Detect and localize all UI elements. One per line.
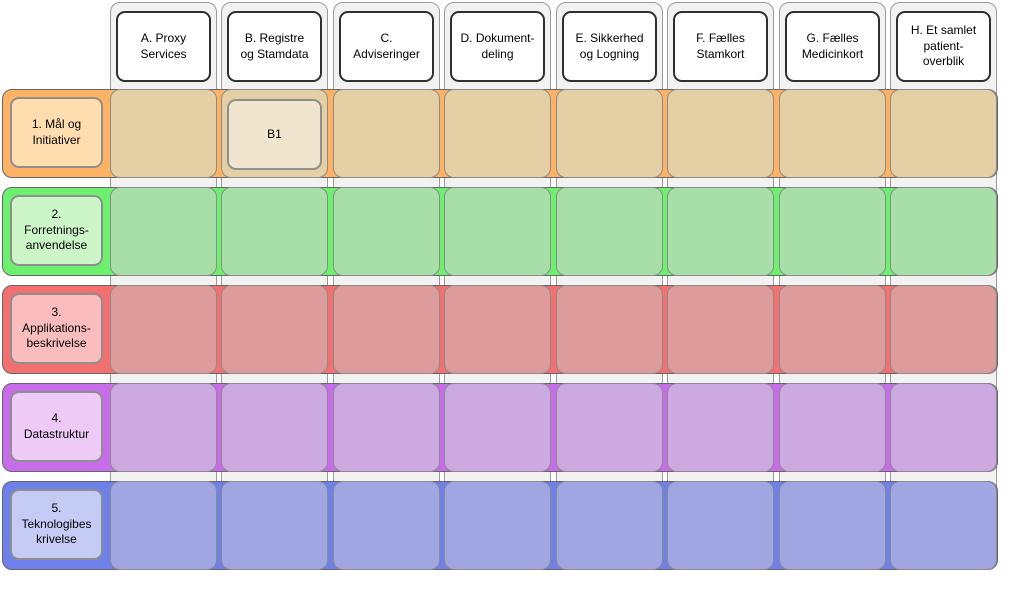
column-header-b-label: B. Registre og Stamdata bbox=[240, 30, 309, 61]
matrix-cell-h1[interactable] bbox=[890, 89, 997, 178]
column-header-e[interactable]: E. Sikkerhed og Logning bbox=[562, 11, 657, 82]
matrix-cell-e4[interactable] bbox=[556, 383, 663, 472]
matrix-cell-g1[interactable] bbox=[779, 89, 886, 178]
matrix-cell-a5[interactable] bbox=[110, 481, 217, 570]
matrix-cell-b5[interactable] bbox=[221, 481, 328, 570]
matrix-cell-f1[interactable] bbox=[667, 89, 774, 178]
matrix-cell-g2[interactable] bbox=[779, 187, 886, 276]
row-header-1[interactable]: 1. Mål og Initiativer bbox=[10, 97, 103, 168]
column-header-f[interactable]: F. Fælles Stamkort bbox=[673, 11, 768, 82]
matrix-cell-a3[interactable] bbox=[110, 285, 217, 374]
matrix-cell-d4[interactable] bbox=[444, 383, 551, 472]
matrix-cell-d5[interactable] bbox=[444, 481, 551, 570]
row-header-4[interactable]: 4. Datastruktur bbox=[10, 391, 103, 462]
column-header-a[interactable]: A. Proxy Services bbox=[116, 11, 211, 82]
row-header-5-label: 5. Teknologibes krivelse bbox=[21, 501, 92, 547]
column-header-d-label: D. Dokument- deling bbox=[460, 30, 535, 61]
matrix-cell-f2[interactable] bbox=[667, 187, 774, 276]
column-header-c-label: C. Adviseringer bbox=[353, 30, 420, 61]
column-header-c[interactable]: C. Adviseringer bbox=[339, 11, 434, 82]
cell-b1-label: B1 bbox=[267, 126, 282, 141]
column-header-h-label: H. Et samlet patient- overblik bbox=[910, 23, 977, 69]
matrix-cell-b2[interactable] bbox=[221, 187, 328, 276]
row-header-5[interactable]: 5. Teknologibes krivelse bbox=[10, 489, 103, 560]
matrix-cell-a2[interactable] bbox=[110, 187, 217, 276]
row-header-1-label: 1. Mål og Initiativer bbox=[31, 116, 82, 147]
column-header-g-label: G. Fælles Medicinkort bbox=[801, 30, 864, 61]
matrix-cell-c3[interactable] bbox=[333, 285, 440, 374]
matrix-cell-f3[interactable] bbox=[667, 285, 774, 374]
matrix-cell-f4[interactable] bbox=[667, 383, 774, 472]
matrix-cell-a1[interactable] bbox=[110, 89, 217, 178]
row-header-2-label: 2. Forretnings- anvendelse bbox=[24, 207, 89, 253]
column-header-d[interactable]: D. Dokument- deling bbox=[450, 11, 545, 82]
matrix-cell-a4[interactable] bbox=[110, 383, 217, 472]
cell-b1[interactable]: B1 bbox=[227, 99, 322, 170]
column-header-b[interactable]: B. Registre og Stamdata bbox=[227, 11, 322, 82]
matrix-cell-g3[interactable] bbox=[779, 285, 886, 374]
matrix-cell-h4[interactable] bbox=[890, 383, 997, 472]
matrix-cell-e5[interactable] bbox=[556, 481, 663, 570]
matrix-cell-e2[interactable] bbox=[556, 187, 663, 276]
matrix-cell-d2[interactable] bbox=[444, 187, 551, 276]
matrix-cell-g5[interactable] bbox=[779, 481, 886, 570]
matrix-cell-h2[interactable] bbox=[890, 187, 997, 276]
matrix-cell-c2[interactable] bbox=[333, 187, 440, 276]
matrix-cell-f5[interactable] bbox=[667, 481, 774, 570]
row-header-4-label: 4. Datastruktur bbox=[23, 410, 90, 441]
row-header-2[interactable]: 2. Forretnings- anvendelse bbox=[10, 195, 103, 266]
matrix-cell-b4[interactable] bbox=[221, 383, 328, 472]
matrix-cell-b3[interactable] bbox=[221, 285, 328, 374]
matrix-cell-c4[interactable] bbox=[333, 383, 440, 472]
matrix-cell-c1[interactable] bbox=[333, 89, 440, 178]
matrix-cell-g4[interactable] bbox=[779, 383, 886, 472]
column-header-f-label: F. Fælles Stamkort bbox=[696, 30, 745, 61]
row-header-3[interactable]: 3. Applikations- beskrivelse bbox=[10, 293, 103, 364]
column-header-g[interactable]: G. Fælles Medicinkort bbox=[785, 11, 880, 82]
row-header-3-label: 3. Applikations- beskrivelse bbox=[22, 305, 91, 351]
matrix-cell-h3[interactable] bbox=[890, 285, 997, 374]
column-header-h[interactable]: H. Et samlet patient- overblik bbox=[896, 11, 991, 82]
matrix-cell-e3[interactable] bbox=[556, 285, 663, 374]
matrix-cell-d1[interactable] bbox=[444, 89, 551, 178]
matrix-cell-c5[interactable] bbox=[333, 481, 440, 570]
matrix-cell-h5[interactable] bbox=[890, 481, 997, 570]
column-header-a-label: A. Proxy Services bbox=[140, 30, 187, 61]
matrix-cell-e1[interactable] bbox=[556, 89, 663, 178]
matrix-cell-d3[interactable] bbox=[444, 285, 551, 374]
column-header-e-label: E. Sikkerhed og Logning bbox=[575, 30, 644, 61]
